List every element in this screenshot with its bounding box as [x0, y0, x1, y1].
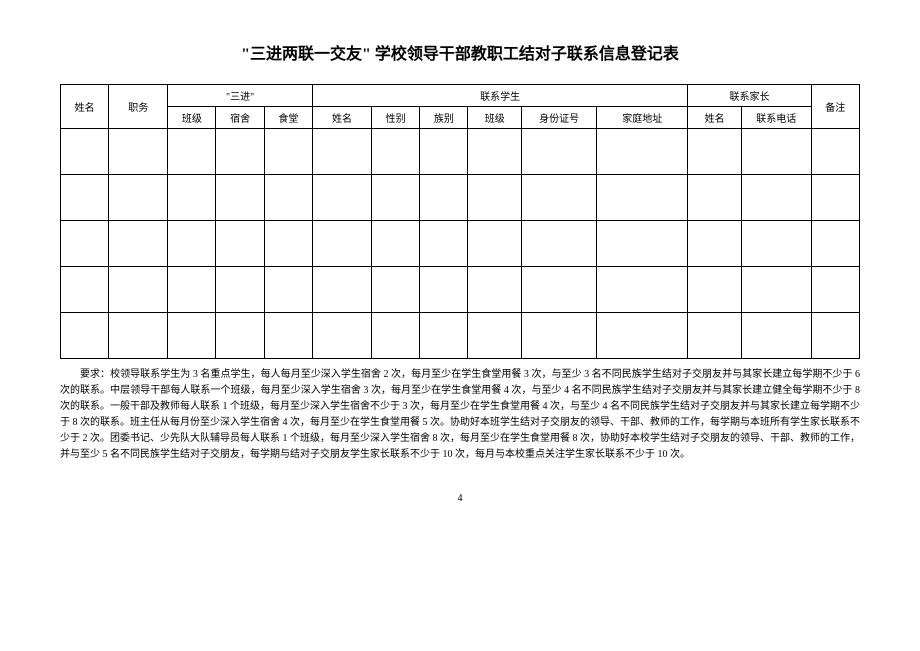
- table-cell: [168, 313, 216, 359]
- table-header-row-1: 姓名 职务 "三进" 联系学生 联系家长 备注: [61, 85, 860, 107]
- table-cell: [61, 313, 109, 359]
- table-cell: [61, 267, 109, 313]
- table-cell: [522, 129, 597, 175]
- page-number: 4: [60, 493, 860, 504]
- table-cell: [371, 175, 419, 221]
- col-name: 姓名: [61, 85, 109, 129]
- table-cell: [264, 129, 312, 175]
- table-cell: [741, 313, 811, 359]
- table-cell: [264, 267, 312, 313]
- table-cell: [811, 267, 859, 313]
- table-row: [61, 175, 860, 221]
- col-cs-class: 班级: [468, 107, 522, 129]
- table-row: [61, 221, 860, 267]
- table-cell: [597, 129, 688, 175]
- col-sanjin-canteen: 食堂: [264, 107, 312, 129]
- table-cell: [741, 175, 811, 221]
- table-cell: [811, 221, 859, 267]
- table-cell: [371, 129, 419, 175]
- col-sanjin-dorm: 宿舍: [216, 107, 264, 129]
- table-cell: [216, 129, 264, 175]
- table-cell: [597, 313, 688, 359]
- table-cell: [61, 129, 109, 175]
- table-cell: [811, 129, 859, 175]
- table-cell: [522, 313, 597, 359]
- table-cell: [688, 129, 742, 175]
- table-cell: [420, 221, 468, 267]
- table-cell: [109, 221, 168, 267]
- table-cell: [468, 221, 522, 267]
- table-cell: [264, 175, 312, 221]
- col-cp-phone: 联系电话: [741, 107, 811, 129]
- table-cell: [371, 313, 419, 359]
- table-cell: [468, 313, 522, 359]
- table-cell: [313, 221, 372, 267]
- table-cell: [313, 313, 372, 359]
- table-cell: [811, 313, 859, 359]
- table-cell: [597, 175, 688, 221]
- table-cell: [61, 221, 109, 267]
- table-row: [61, 267, 860, 313]
- table-cell: [597, 221, 688, 267]
- table-cell: [741, 267, 811, 313]
- col-position: 职务: [109, 85, 168, 129]
- table-cell: [371, 221, 419, 267]
- table-cell: [688, 267, 742, 313]
- col-contact-parent: 联系家长: [688, 85, 811, 107]
- table-cell: [468, 267, 522, 313]
- table-cell: [741, 221, 811, 267]
- table-cell: [61, 175, 109, 221]
- table-cell: [168, 221, 216, 267]
- col-remark: 备注: [811, 85, 859, 129]
- table-cell: [109, 129, 168, 175]
- table-cell: [522, 221, 597, 267]
- table-cell: [313, 267, 372, 313]
- table-cell: [597, 267, 688, 313]
- table-cell: [168, 267, 216, 313]
- table-cell: [168, 175, 216, 221]
- table-cell: [168, 129, 216, 175]
- col-cs-gender: 性别: [371, 107, 419, 129]
- table-cell: [420, 129, 468, 175]
- table-cell: [420, 175, 468, 221]
- table-cell: [216, 175, 264, 221]
- table-cell: [688, 221, 742, 267]
- table-cell: [688, 313, 742, 359]
- table-cell: [811, 175, 859, 221]
- col-cs-ethnic: 族别: [420, 107, 468, 129]
- col-cs-name: 姓名: [313, 107, 372, 129]
- table-cell: [688, 175, 742, 221]
- requirements-text: 要求：校领导联系学生为 3 名重点学生，每人每月至少深入学生宿舍 2 次，每月至…: [60, 367, 860, 463]
- col-contact-student: 联系学生: [313, 85, 688, 107]
- table-cell: [741, 129, 811, 175]
- table-cell: [109, 267, 168, 313]
- table-cell: [420, 267, 468, 313]
- table-header-row-2: 班级 宿舍 食堂 姓名 性别 族别 班级 身份证号 家庭地址 姓名 联系电话: [61, 107, 860, 129]
- table-row: [61, 129, 860, 175]
- table-cell: [109, 313, 168, 359]
- col-cs-addr: 家庭地址: [597, 107, 688, 129]
- table-cell: [216, 221, 264, 267]
- registration-table: 姓名 职务 "三进" 联系学生 联系家长 备注 班级 宿舍 食堂 姓名 性别 族…: [60, 84, 860, 359]
- table-cell: [264, 221, 312, 267]
- table-cell: [313, 175, 372, 221]
- table-row: [61, 313, 860, 359]
- table-cell: [371, 267, 419, 313]
- col-sanjin: "三进": [168, 85, 313, 107]
- col-cs-id: 身份证号: [522, 107, 597, 129]
- table-cell: [313, 129, 372, 175]
- table-cell: [264, 313, 312, 359]
- page-title: "三进两联一交友" 学校领导干部教职工结对子联系信息登记表: [60, 40, 860, 64]
- table-cell: [468, 175, 522, 221]
- col-sanjin-class: 班级: [168, 107, 216, 129]
- table-cell: [216, 267, 264, 313]
- table-cell: [216, 313, 264, 359]
- table-cell: [109, 175, 168, 221]
- col-cp-name: 姓名: [688, 107, 742, 129]
- table-cell: [522, 175, 597, 221]
- table-cell: [522, 267, 597, 313]
- table-cell: [468, 129, 522, 175]
- table-cell: [420, 313, 468, 359]
